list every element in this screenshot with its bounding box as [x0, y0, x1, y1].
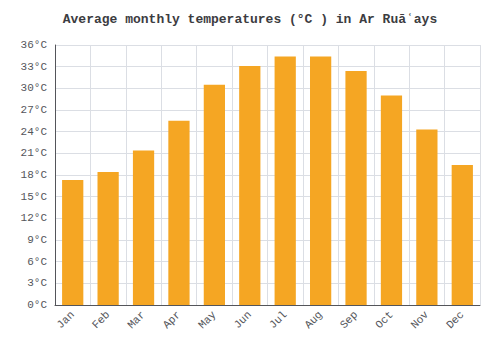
svg-text:36°C: 36°C	[21, 39, 48, 51]
svg-text:6°C: 6°C	[27, 256, 47, 268]
svg-text:21°C: 21°C	[21, 147, 48, 159]
svg-text:Jan: Jan	[54, 309, 76, 331]
svg-text:15°C: 15°C	[21, 191, 48, 203]
svg-text:Nov: Nov	[409, 308, 432, 331]
svg-text:Dec: Dec	[444, 309, 466, 331]
svg-text:Average monthly temperatures (: Average monthly temperatures (°C ) in Ar…	[63, 12, 438, 27]
svg-text:24°C: 24°C	[21, 126, 48, 138]
svg-text:33°C: 33°C	[21, 61, 48, 73]
svg-text:9°C: 9°C	[27, 234, 47, 246]
svg-text:Mar: Mar	[125, 309, 147, 331]
svg-text:Apr: Apr	[161, 309, 183, 331]
svg-text:Jul: Jul	[267, 309, 289, 331]
svg-text:18°C: 18°C	[21, 169, 48, 181]
svg-text:12°C: 12°C	[21, 212, 48, 224]
svg-text:27°C: 27°C	[21, 104, 48, 116]
svg-text:0°C: 0°C	[27, 299, 47, 311]
svg-text:3°C: 3°C	[27, 277, 47, 289]
svg-text:Sep: Sep	[338, 309, 360, 331]
svg-text:30°C: 30°C	[21, 82, 48, 94]
svg-text:Jun: Jun	[232, 309, 254, 331]
svg-text:Feb: Feb	[90, 309, 112, 331]
svg-text:May: May	[196, 308, 219, 331]
svg-text:Oct: Oct	[373, 309, 395, 331]
svg-text:Aug: Aug	[302, 309, 324, 331]
